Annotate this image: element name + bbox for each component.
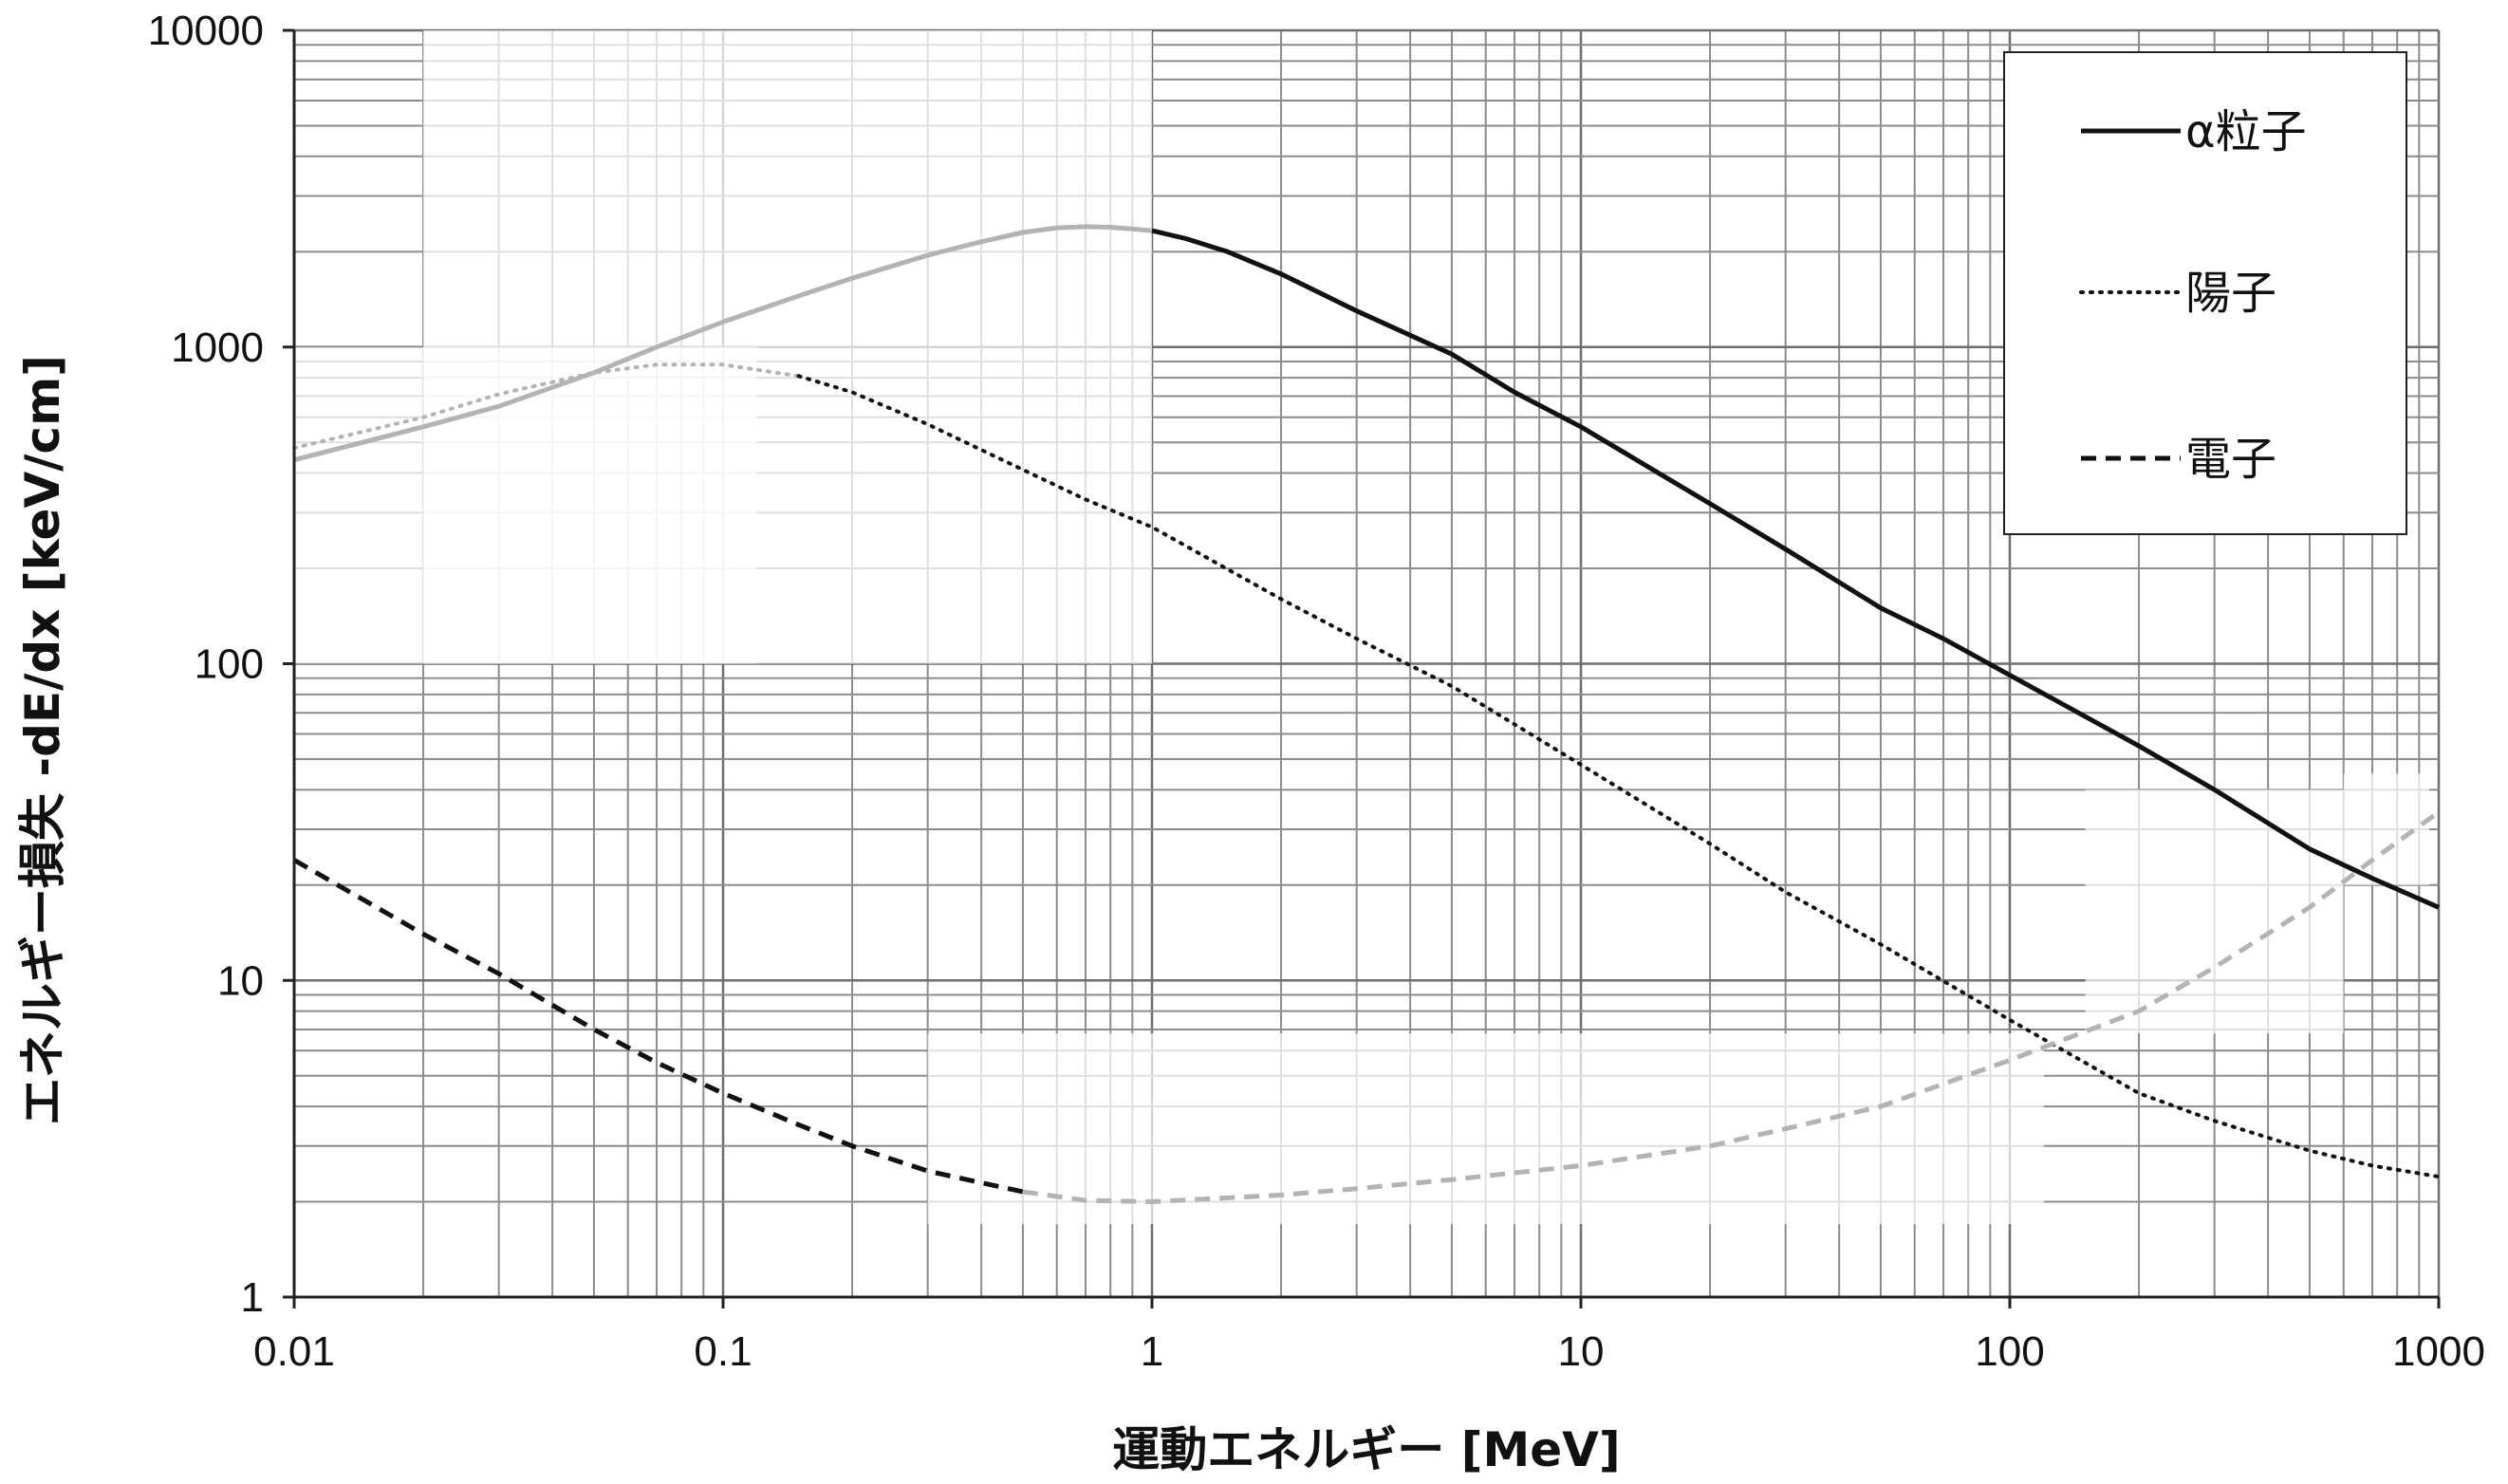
y-tick-label: 10 <box>217 957 264 1004</box>
series-line-1 <box>796 374 2441 1179</box>
series-line-2-faded <box>1022 809 2441 1204</box>
x-tick-label: 0.01 <box>253 1328 335 1375</box>
legend-label-proton: 陽子 <box>2185 267 2276 320</box>
y-axis-title: エネルギー損失 -dE/dx [keV/cm] <box>15 355 70 1125</box>
axes: 0.01 0.1 1 10 100 1000 1 10 100 1000 10000 <box>148 8 2485 1375</box>
legend: α粒子 陽子 電子 <box>2003 51 2407 535</box>
y-tick-label: 1 <box>241 1274 264 1321</box>
x-tick-label: 1 <box>1141 1328 1163 1375</box>
x-tick-label: 1000 <box>2392 1328 2485 1375</box>
grid-fade-patch <box>2343 773 2429 885</box>
y-tick-label: 1000 <box>171 325 264 371</box>
series-lines <box>292 224 2441 1204</box>
x-tick-label: 100 <box>1975 1328 2044 1375</box>
grid-fade-patch <box>927 1033 2044 1225</box>
grid-fade-patch <box>294 346 757 664</box>
legend-label-electron: 電子 <box>2185 433 2276 486</box>
series-line-0-faded <box>293 224 1153 463</box>
legend-box <box>2003 51 2407 535</box>
x-tick-label: 10 <box>1558 1328 1605 1375</box>
y-tick-label: 100 <box>195 641 264 688</box>
x-tick-label: 0.1 <box>694 1328 752 1375</box>
x-axis-title: 運動エネルギー [MeV] <box>1112 1422 1620 1477</box>
y-tick-label: 10000 <box>148 8 264 54</box>
series-line-2 <box>292 858 1024 1195</box>
grid-fade-patches <box>294 30 2429 1225</box>
series-line-1-faded <box>292 362 801 451</box>
series-line-0 <box>1151 228 2441 910</box>
legend-label-alpha: α粒子 <box>2185 105 2307 158</box>
grid-fade-patch <box>2085 789 2344 1034</box>
